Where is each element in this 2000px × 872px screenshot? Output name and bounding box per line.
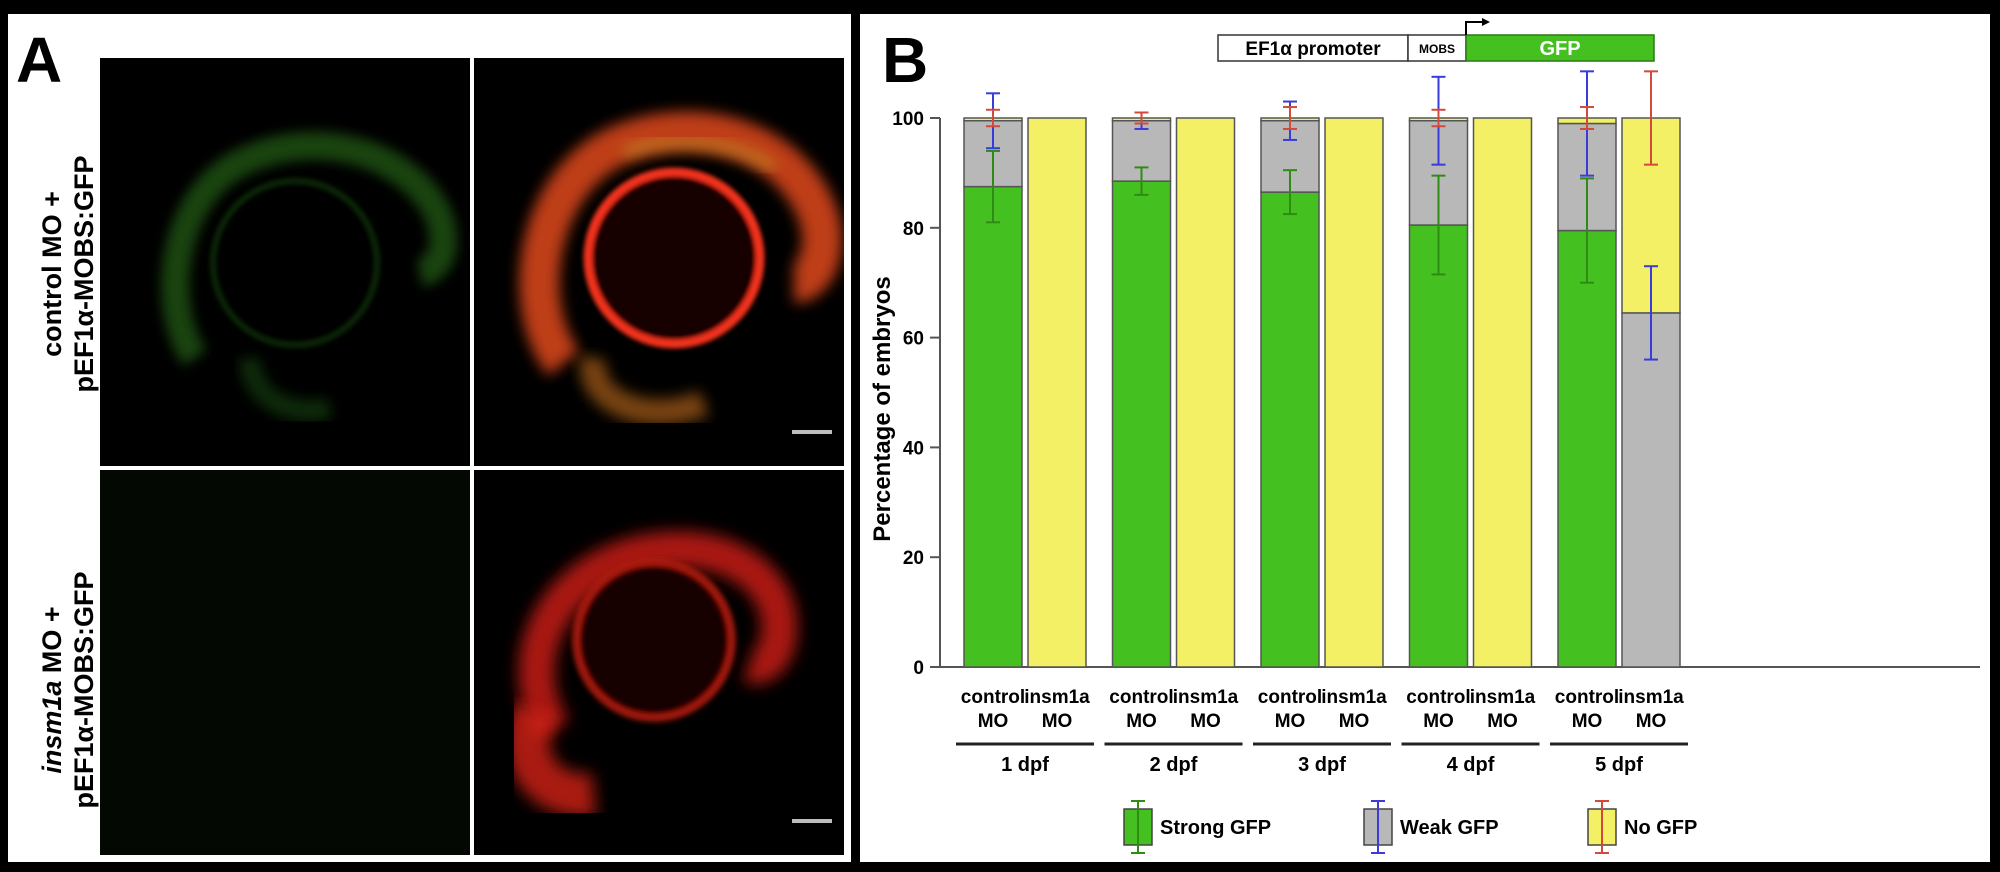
promoter-label: EF1α promoter (1245, 39, 1381, 60)
scale-bar (792, 819, 832, 823)
gfp-gene-label: GFP (1539, 38, 1580, 60)
merge-control-image: Dex Red merge (474, 58, 844, 466)
group-label: 1 dpf (1001, 754, 1049, 776)
gfp-channel-label: GFP (112, 421, 164, 449)
construct-diagram: EF1α promoter MOBS GFP (1217, 18, 1655, 62)
y-tick-label: 60 (903, 329, 924, 350)
x-tick-label: control (1406, 687, 1470, 708)
row-label-control: control MO + pEF1α-MOBS:GFP (36, 124, 100, 424)
x-tick-label: MO (1042, 711, 1073, 732)
y-tick-label: 80 (903, 219, 924, 240)
legend: Strong GFP Weak GFP No GFP (1123, 800, 1697, 854)
merge-channel-label: merge (486, 429, 562, 457)
embryo-gfp-control (161, 131, 458, 422)
group-label: 2 dpf (1150, 754, 1198, 776)
bar-segment-none (1175, 117, 1236, 668)
x-tick-label: MO (1487, 711, 1518, 732)
bar-segment-strong (1111, 180, 1172, 668)
x-tick-label: MO (1423, 711, 1454, 732)
merge-insm1a-image (474, 470, 844, 855)
embryo-merge-insm1a (505, 531, 798, 818)
x-tick-label: MO (1339, 711, 1370, 732)
row-label-control-line2: pEF1α-MOBS:GFP (69, 155, 99, 393)
x-tick-label: insm1a (1618, 687, 1684, 708)
mobs-label: MOBS (1419, 42, 1455, 56)
x-tick-label: MO (1636, 711, 1667, 732)
y-tick-label: 20 (903, 548, 924, 569)
bars-layer (963, 70, 1681, 668)
tss-arrowhead (1482, 18, 1490, 26)
gfp-control-image: GFP (100, 58, 470, 466)
bar-segment-weak (1621, 312, 1681, 668)
scale-bar (792, 430, 832, 434)
legend-label-weak: Weak GFP (1400, 817, 1499, 839)
row-label-insm1a: insm1a MO + pEF1α-MOBS:GFP (36, 540, 100, 840)
gfp-insm1a-image (100, 470, 470, 855)
bar-segment-none (1324, 117, 1384, 668)
bar-segment-none (1027, 117, 1087, 668)
legend-label-none: No GFP (1624, 817, 1697, 839)
bar-segment-strong (1408, 224, 1469, 668)
group-label: 5 dpf (1595, 754, 1643, 776)
group-label: 3 dpf (1298, 754, 1346, 776)
y-tick-label: 0 (913, 658, 924, 679)
bar-segment-strong (1557, 229, 1617, 668)
stacked-bar-chart: EF1α promoter MOBS GFP 0 20 40 60 80 100 Perc… (869, 18, 1980, 854)
panel-a: A control MO + pEF1α-MOBS:GFP insm1a MO … (8, 14, 851, 862)
panel-a-letter: A (16, 24, 63, 96)
x-tick-label: MO (1126, 711, 1157, 732)
row-label-insm1a-line2: pEF1α-MOBS:GFP (69, 571, 99, 809)
x-tick-label: control (1555, 687, 1619, 708)
group-label: 4 dpf (1447, 754, 1495, 776)
x-tick-label: insm1a (1173, 687, 1239, 708)
embryo-merge-control (519, 111, 843, 426)
x-tick-label: control (1109, 687, 1173, 708)
panel-b: B EF1α promoter MOBS GFP 0 20 40 60 80 100 Pe… (860, 14, 1990, 862)
y-tick-label: 40 (903, 438, 924, 459)
y-axis: 0 20 40 60 80 100 Percentage of embryos (869, 109, 941, 679)
x-tick-label: insm1a (1321, 687, 1387, 708)
x-tick-label: control (1258, 687, 1322, 708)
dex-red-channel-label: Dex Red (486, 399, 587, 427)
embryo-gfp-insm1a (100, 470, 470, 855)
x-labels-layer: control MO insm1a MO 1 dpf control MO insm1a MO 2… (956, 687, 1688, 776)
x-tick-label: MO (978, 711, 1009, 732)
bar-segment-strong (963, 185, 1023, 668)
gfp-box (1465, 34, 1655, 62)
x-tick-label: MO (1275, 711, 1306, 732)
row-label-insm1a-line1: insm1a MO + (37, 606, 67, 774)
y-axis-label: Percentage of embryos (869, 276, 896, 541)
x-tick-label: insm1a (1470, 687, 1536, 708)
bar-segment-strong (1260, 191, 1320, 668)
x-tick-label: MO (1572, 711, 1603, 732)
mobs-box (1407, 34, 1467, 62)
panel-b-letter: B (882, 24, 929, 96)
legend-label-strong: Strong GFP (1160, 817, 1271, 839)
tss-arrow (1465, 21, 1482, 35)
x-tick-label: control (961, 687, 1025, 708)
y-tick-label: 100 (892, 109, 924, 130)
row-label-control-line1: control MO + (37, 191, 67, 357)
x-tick-label: insm1a (1024, 687, 1090, 708)
bar-segment-none (1472, 117, 1533, 668)
x-tick-label: MO (1190, 711, 1221, 732)
